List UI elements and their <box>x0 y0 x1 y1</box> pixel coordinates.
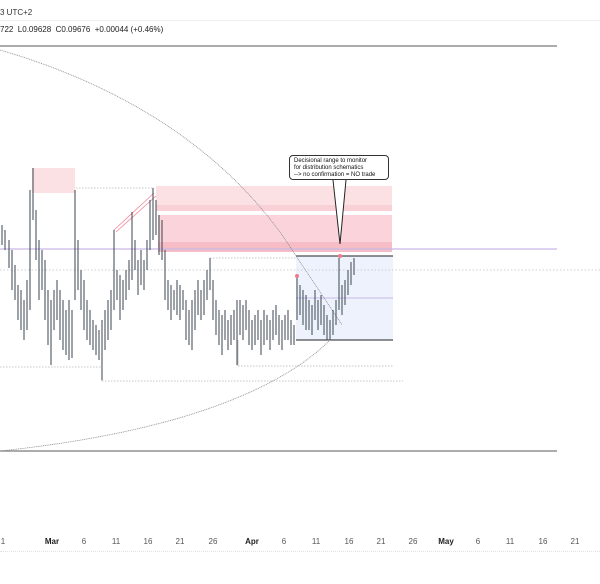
time-axis-label: 26 <box>408 537 418 546</box>
time-axis-label: 16 <box>143 537 153 546</box>
time-axis-label: 21 <box>376 537 386 546</box>
arc-curve-lower <box>0 339 331 452</box>
annotation-line-2: for distribution schematics <box>294 165 364 171</box>
supply-zone-upper-left <box>32 168 75 193</box>
time-axis-label: 1 <box>0 537 6 546</box>
time-axis-label: 16 <box>344 537 354 546</box>
arc-curve <box>0 49 343 326</box>
supply-zone-1-base <box>156 205 392 211</box>
time-axis-label: 6 <box>281 537 287 546</box>
annotation-line-3: --> no confirmation = NO trade <box>294 172 376 178</box>
timezone-label: 3 UTC+2 <box>0 8 33 17</box>
red-trendline-1 <box>113 192 155 231</box>
red-trendline-2 <box>115 195 157 233</box>
supply-zone-2-base <box>158 242 392 252</box>
callout-pointer <box>332 179 347 245</box>
time-axis-label: 26 <box>208 537 218 546</box>
time-axis-label: 6 <box>475 537 481 546</box>
ohlc-readout: 722 L0.09628 C0.09676 +0.00044 (+0.46%) <box>0 25 164 34</box>
time-axis-label: 21 <box>175 537 185 546</box>
time-axis-label: Apr <box>245 537 259 546</box>
time-axis-label: Mar <box>44 537 60 546</box>
time-axis-label: 11 <box>311 537 321 546</box>
time-axis-label: 6 <box>81 537 87 546</box>
time-axis-label: 21 <box>570 537 580 546</box>
time-axis-divider <box>0 551 600 552</box>
time-axis-label: May <box>438 537 454 546</box>
high-marker-1 <box>295 274 299 278</box>
annotation-line-1: Decisional range to monitor <box>294 158 368 164</box>
time-axis-label: 16 <box>538 537 548 546</box>
time-axis-label: 11 <box>505 537 515 546</box>
time-axis[interactable]: 1 Mar 6 11 16 21 26 Apr 6 11 16 21 26 May 6 11 16 21 <box>0 537 600 551</box>
time-axis-label: 11 <box>111 537 121 546</box>
high-marker-2 <box>338 254 342 258</box>
chart-header: 3 UTC+2 722 L0.09628 C0.09676 +0.00044 (… <box>0 0 600 40</box>
candles <box>1 168 355 380</box>
header-divider <box>0 20 600 21</box>
annotation-callout[interactable]: Decisional range to monitor for distribu… <box>289 155 389 180</box>
